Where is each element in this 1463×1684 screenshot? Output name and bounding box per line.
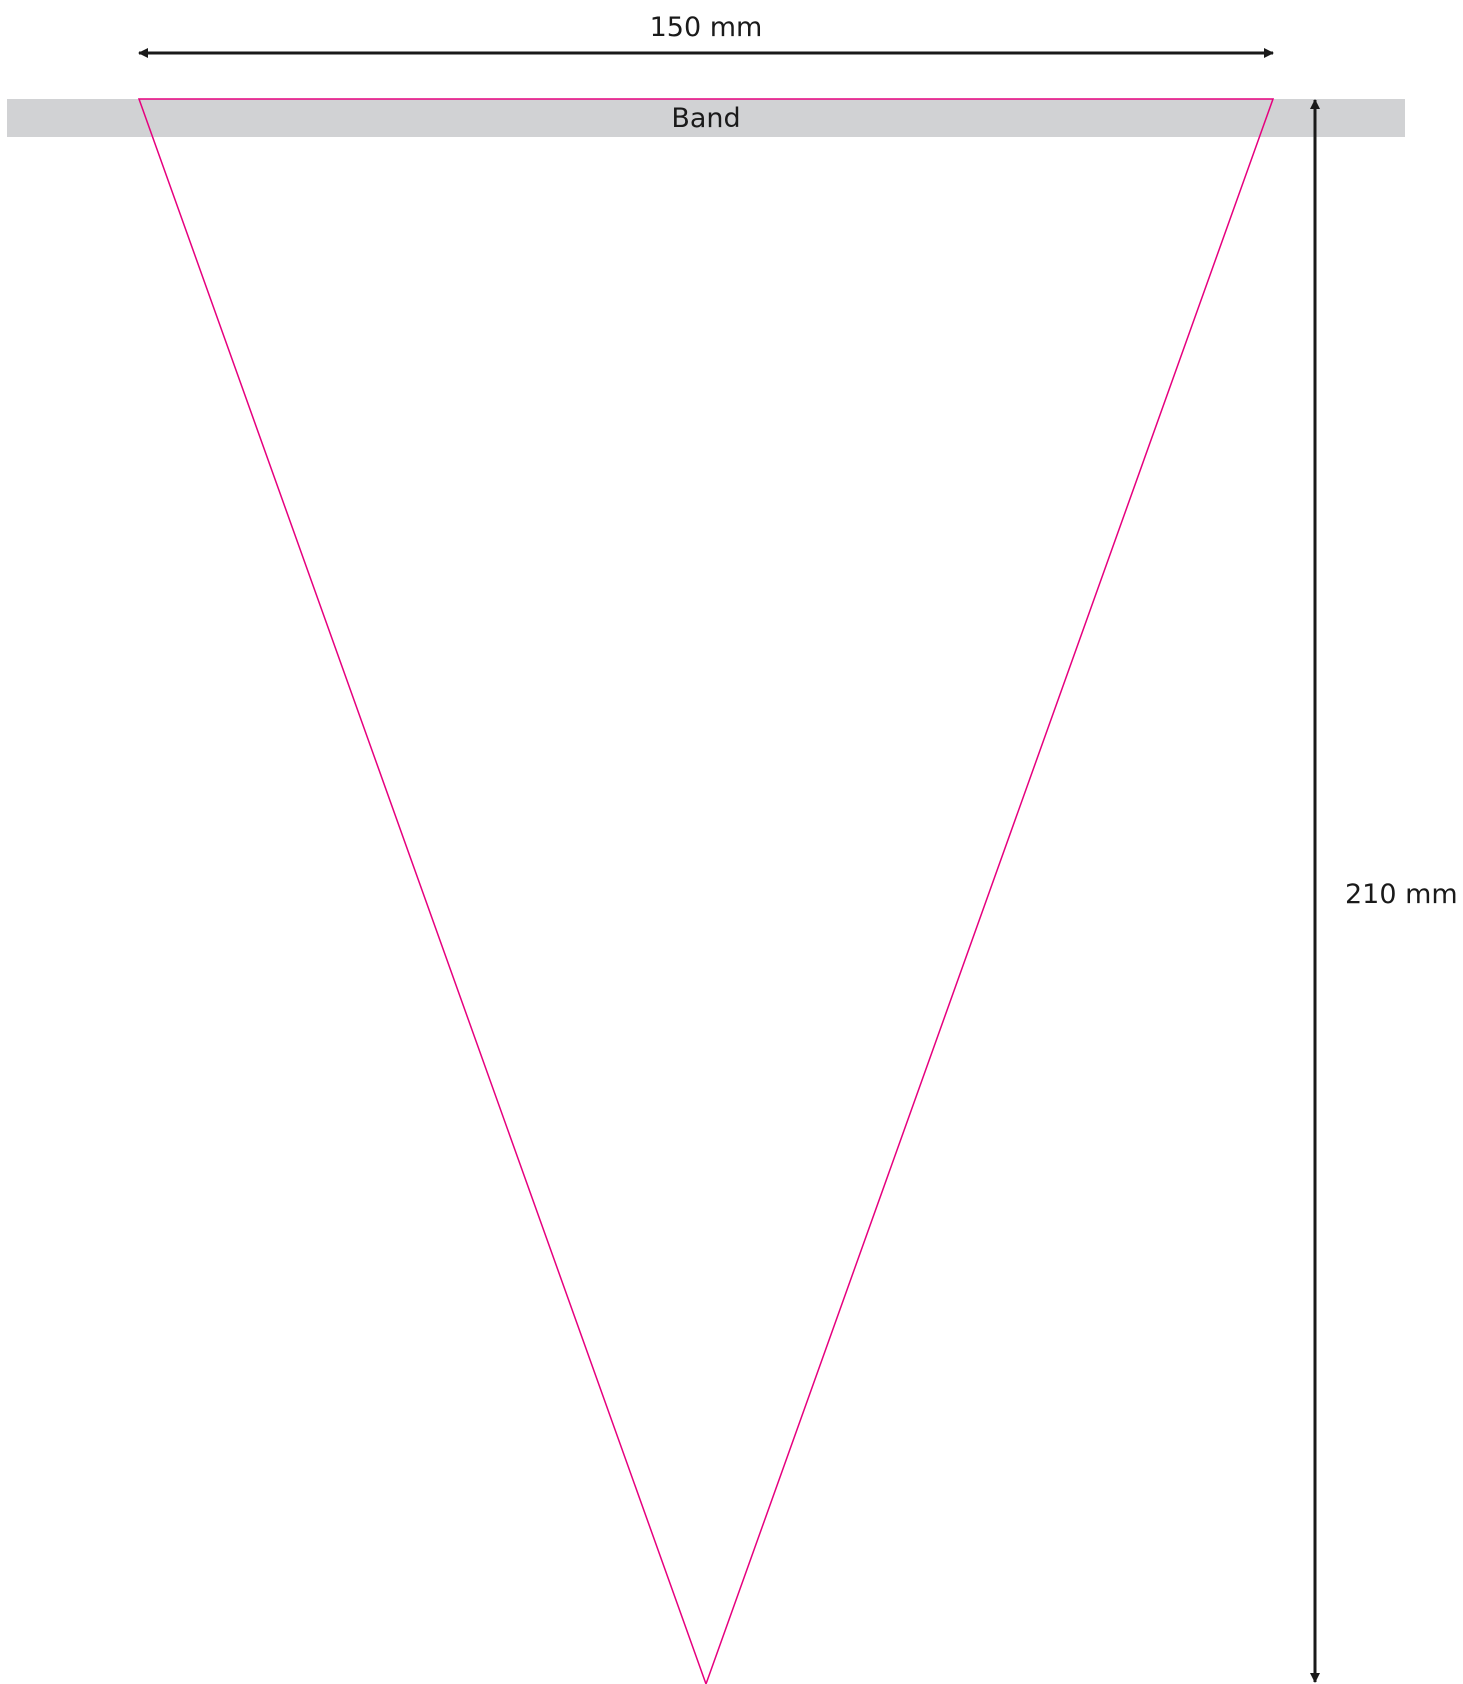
band-strip [7, 99, 1405, 137]
height-dimension-label: 210 mm [1345, 879, 1458, 910]
band-label: Band [671, 103, 741, 134]
pennant-triangle-outline [137, 98, 1275, 1684]
width-dimension-label: 150 mm [649, 12, 763, 43]
